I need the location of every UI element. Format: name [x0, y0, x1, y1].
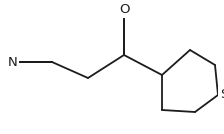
Text: O: O: [119, 3, 129, 16]
Text: S: S: [220, 88, 224, 101]
Text: N: N: [7, 55, 17, 68]
